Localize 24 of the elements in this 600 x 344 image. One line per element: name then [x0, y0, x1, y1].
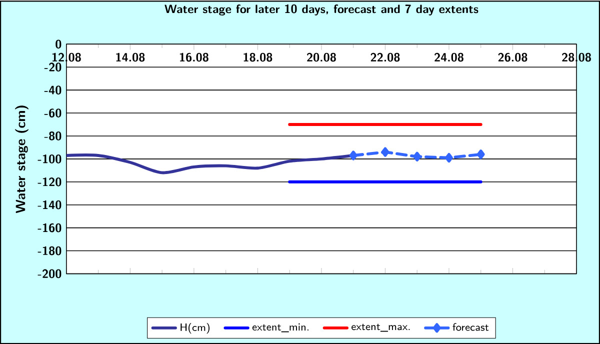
x-tick-label: 22.08 — [370, 52, 400, 62]
y-tick-label: -40 — [44, 86, 62, 94]
y-tick-label: -180 — [38, 246, 62, 256]
x-tick-label: 24.08 — [434, 52, 464, 62]
y-tick-label: -100 — [38, 154, 62, 164]
x-tick-label: 16.08 — [180, 52, 208, 62]
y-tick-label: -20 — [44, 62, 62, 72]
legend-label: forecast — [452, 323, 489, 331]
legend-label: extent_max. — [352, 324, 410, 332]
y-tick-label: -160 — [38, 223, 62, 232]
y-tick-label: -200 — [38, 269, 62, 278]
y-tick-label: -80 — [44, 131, 62, 140]
y-axis-title: Water stage (cm) — [15, 106, 28, 213]
y-tick-label: -120 — [38, 177, 62, 186]
x-tick-label: 18.08 — [244, 52, 272, 62]
y-tick-label: -140 — [38, 200, 62, 210]
legend-label: extent_min. — [252, 323, 308, 332]
y-tick-label: -60 — [44, 108, 62, 118]
x-tick-label: 14.08 — [116, 52, 145, 62]
x-tick-label: 26.08 — [498, 52, 528, 62]
y-tick-label: 0 — [56, 40, 62, 49]
x-tick-label: 20.08 — [306, 52, 336, 62]
chart-title: Water stage for later 10 days, forecast and 7 day extents — [164, 4, 478, 16]
legend-label: H(cm) — [180, 322, 210, 334]
